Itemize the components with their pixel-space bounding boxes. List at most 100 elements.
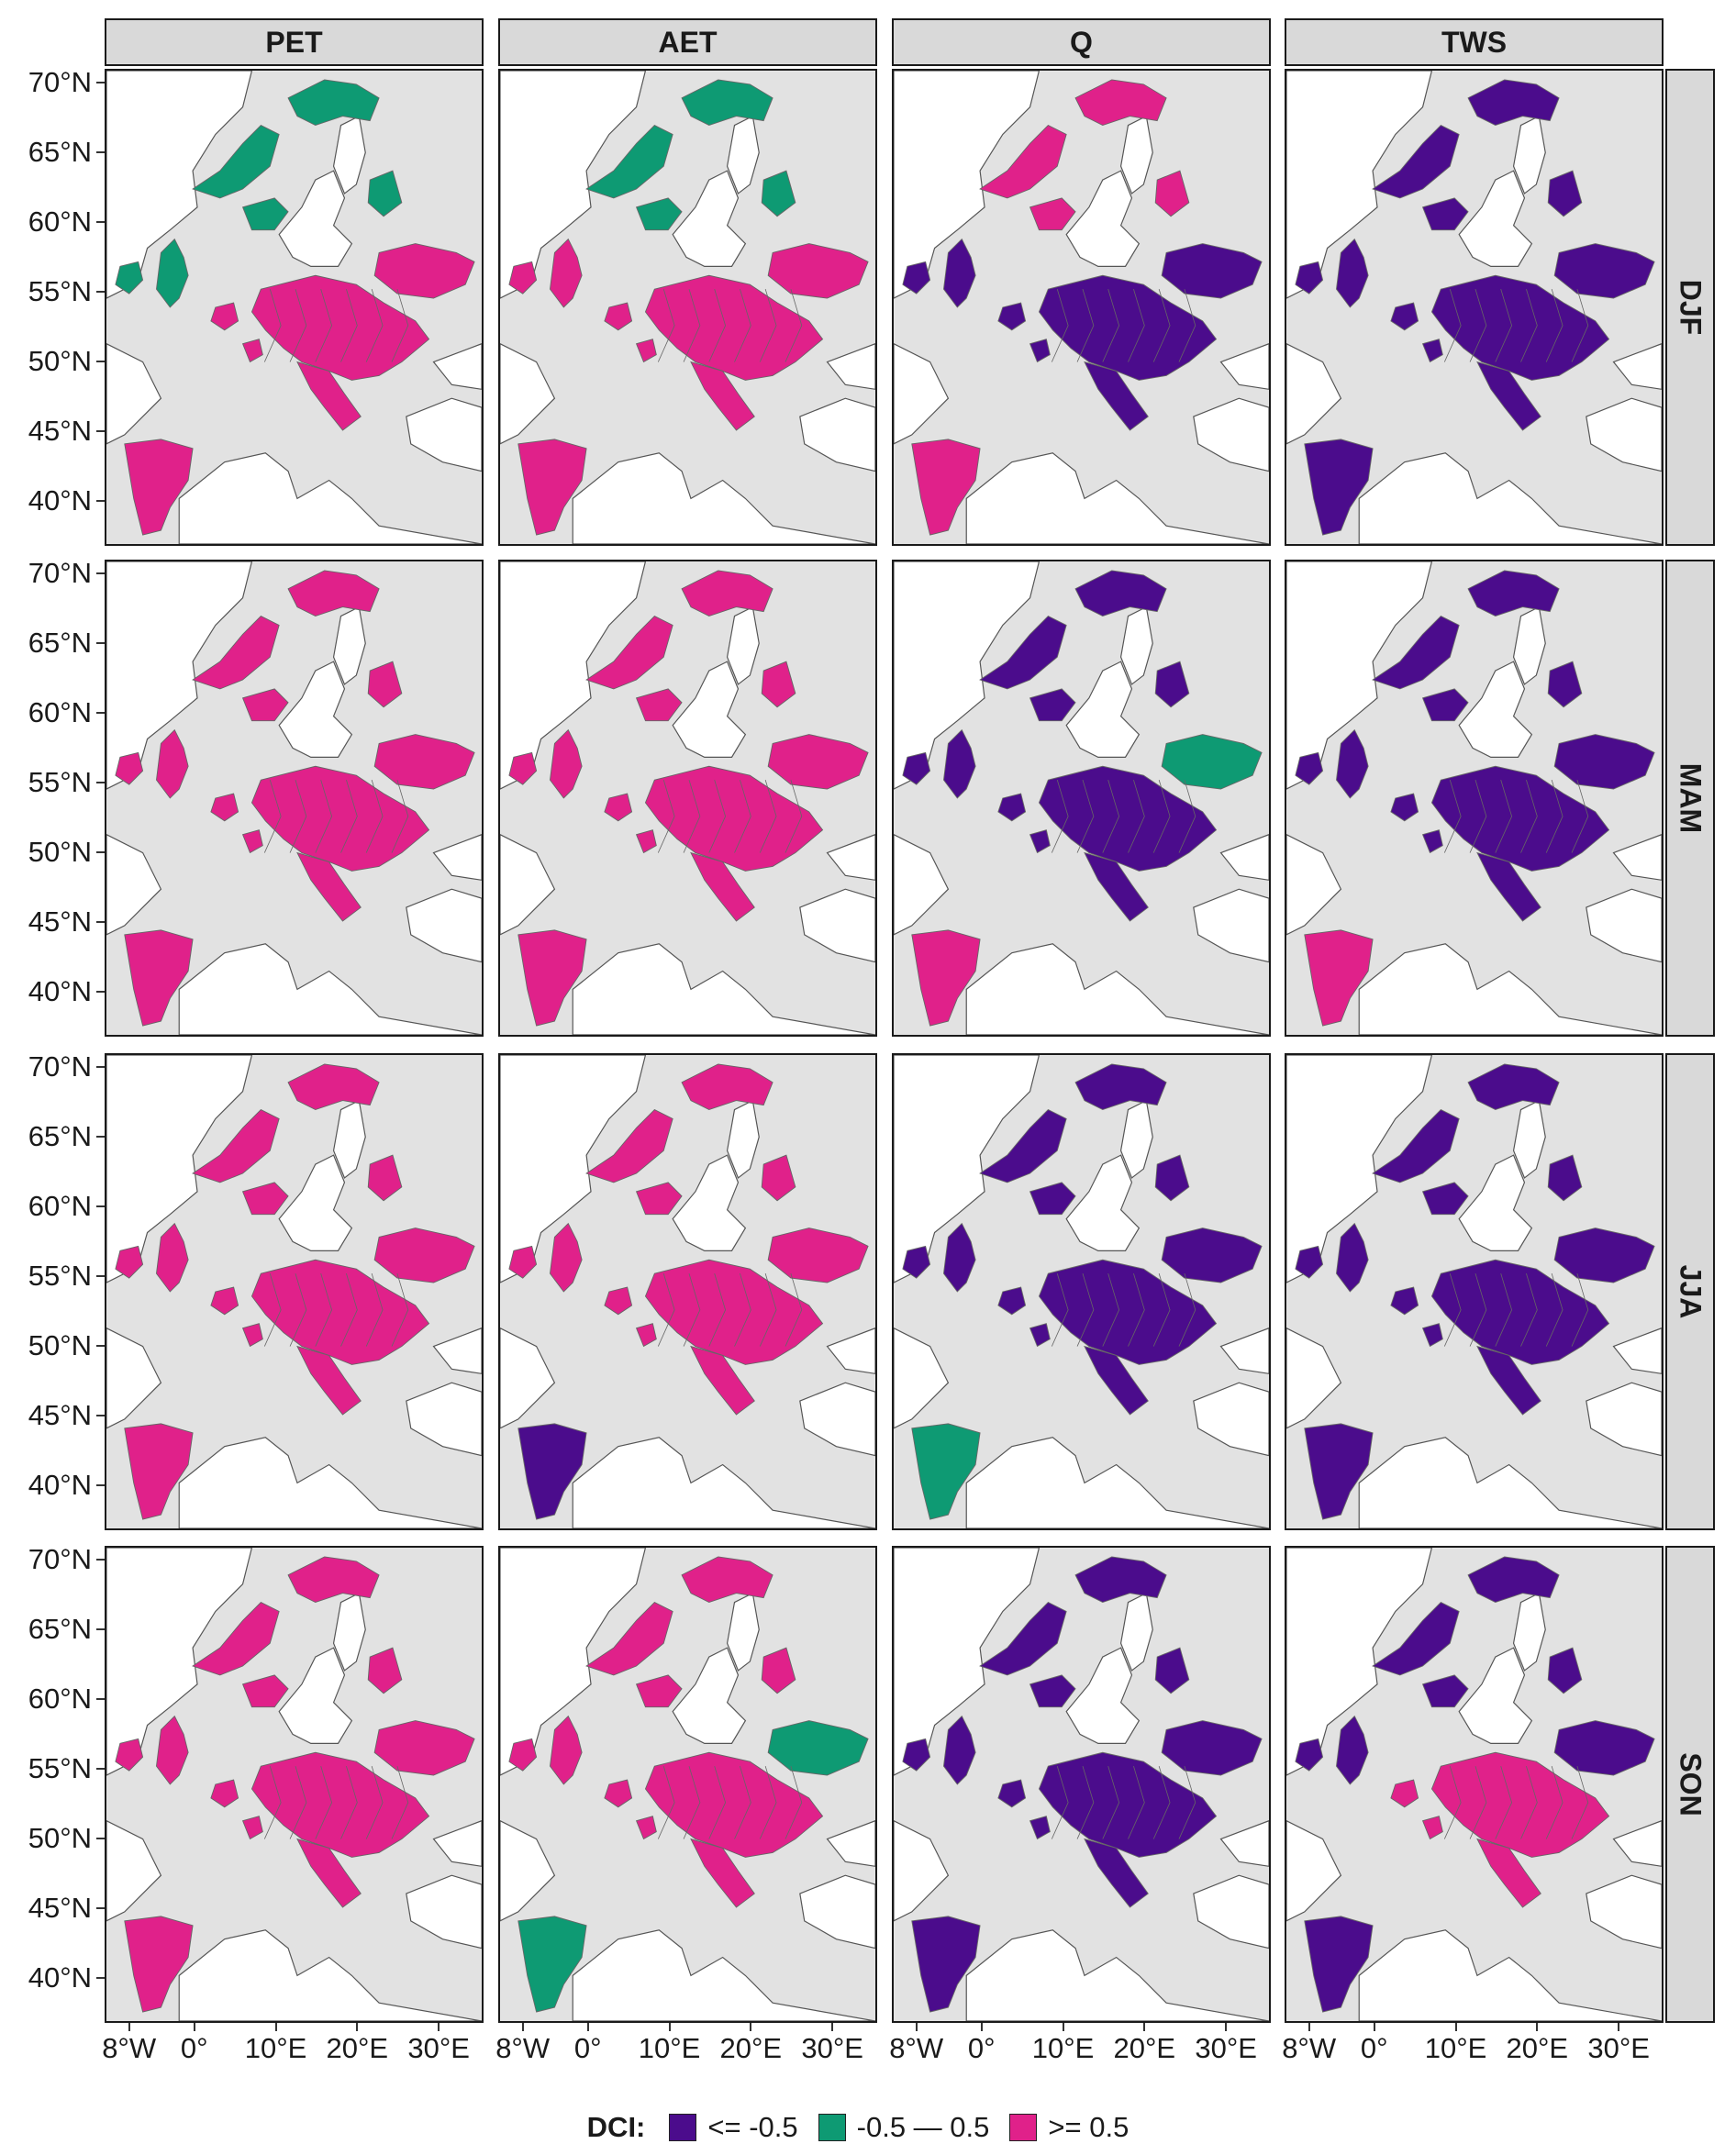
- sea-area: [106, 343, 162, 445]
- catchment-uk: [550, 238, 583, 308]
- catchment-uk: [1295, 751, 1324, 785]
- catchment-boundary: [315, 289, 333, 362]
- catchment-uk: [943, 238, 976, 308]
- x-tick-label: 20°E: [326, 2032, 389, 2064]
- catchment-uk: [1295, 261, 1324, 294]
- x-tick: [1454, 2023, 1457, 2031]
- map-panel-aet-djf: [498, 69, 877, 546]
- catchment-boundary: [657, 1766, 675, 1839]
- catchment-boundary: [657, 289, 675, 362]
- y-tick: [96, 1275, 105, 1278]
- catchment-central: [250, 1751, 430, 1858]
- legend-title: DCI:: [586, 2111, 646, 2143]
- catchment-boundary: [657, 780, 675, 853]
- catchment-scand: [1074, 570, 1167, 617]
- catchment-east: [1161, 243, 1263, 299]
- x-tick: [274, 2023, 277, 2031]
- sea-area: [1286, 1327, 1342, 1429]
- catchment-iberia: [1304, 1916, 1374, 2013]
- catchment-central: [1038, 1259, 1218, 1365]
- y-tick-label: 70°N: [28, 557, 92, 590]
- catchment-east: [1553, 243, 1655, 299]
- catchment-scand: [287, 79, 380, 127]
- catchment-scand: [1421, 1182, 1469, 1216]
- catchment-central: [1430, 274, 1610, 381]
- catchment-scand: [1154, 170, 1190, 217]
- catchment-central: [1390, 1779, 1419, 1808]
- map-svg: [894, 1548, 1269, 2021]
- sea-area: [500, 561, 647, 790]
- catchment-boundary: [391, 289, 409, 362]
- sea-area: [1286, 1548, 1433, 1776]
- catchment-scand: [192, 615, 280, 690]
- catchment-central: [690, 1838, 755, 1908]
- catchment-central: [250, 1259, 430, 1365]
- catchment-scand: [192, 1108, 280, 1183]
- catchment-boundary: [1571, 1766, 1589, 1839]
- x-tick-label: 30°E: [1195, 2032, 1257, 2064]
- sea-area: [432, 1327, 482, 1374]
- catchment-boundary: [289, 1273, 307, 1347]
- catchment-boundary: [1076, 780, 1095, 853]
- x-tick-label: 8°W: [1282, 2032, 1337, 2064]
- catchment-uk: [902, 751, 931, 785]
- catchment-boundary: [1128, 1766, 1145, 1839]
- x-tick: [586, 2023, 589, 2031]
- catchment-boundary: [365, 1766, 384, 1839]
- catchment-boundary: [1520, 1273, 1538, 1347]
- sea-area: [572, 943, 875, 1035]
- sea-area: [500, 71, 647, 299]
- legend-label-low: <= -0.5: [707, 2111, 798, 2143]
- catchment-uk: [156, 1715, 189, 1785]
- catchment-scand: [1421, 1674, 1469, 1708]
- catchment-boundary: [315, 1273, 333, 1347]
- sea-area: [1458, 170, 1533, 267]
- catchment-central: [210, 793, 239, 822]
- catchment-central: [1430, 1259, 1610, 1365]
- catchment-central: [1476, 1838, 1541, 1908]
- catchment-scand: [681, 1556, 773, 1604]
- sea-area: [406, 1382, 482, 1457]
- catchment-central: [1038, 1751, 1218, 1858]
- catchment-boundary: [289, 289, 307, 362]
- catchment-iberia: [1304, 1423, 1374, 1520]
- sea-area: [894, 71, 1040, 299]
- catchment-boundary: [391, 1766, 409, 1839]
- x-tick-label: 10°E: [1424, 2032, 1487, 2064]
- map-panel-aet-mam: [498, 560, 877, 1037]
- x-tick: [1373, 2023, 1375, 2031]
- catchment-boundary: [365, 289, 384, 362]
- catchment-boundary: [1469, 780, 1487, 853]
- catchment-scand: [1029, 197, 1076, 231]
- catchment-central: [997, 793, 1027, 822]
- sea-area: [799, 1382, 875, 1457]
- catchment-boundary: [1152, 1766, 1171, 1839]
- y-tick: [96, 1977, 105, 1980]
- x-tick: [668, 2023, 671, 2031]
- catchment-scand: [761, 1154, 796, 1202]
- catchment-scand: [761, 661, 796, 708]
- catchment-iberia: [1304, 439, 1374, 536]
- y-tick-label: 55°N: [28, 275, 92, 308]
- x-tick: [1062, 2023, 1064, 2031]
- catchment-boundary: [1051, 780, 1069, 853]
- catchment-scand: [585, 1601, 673, 1676]
- sea-area: [1612, 834, 1662, 881]
- catchment-boundary: [1571, 780, 1589, 853]
- catchment-iberia: [124, 1916, 194, 2013]
- sea-area: [672, 1154, 747, 1251]
- catchment-east: [767, 1720, 869, 1776]
- sea-area: [406, 1874, 482, 1949]
- catchment-uk: [1336, 1715, 1369, 1785]
- y-tick: [96, 1698, 105, 1701]
- x-tick-label: 0°: [967, 2032, 996, 2064]
- catchment-east: [373, 734, 475, 790]
- catchment-central: [1390, 302, 1419, 331]
- catchment-boundary: [340, 289, 358, 362]
- y-tick-label: 40°N: [28, 1961, 92, 1994]
- catchment-uk: [1295, 1245, 1324, 1279]
- map-svg: [500, 561, 875, 1035]
- x-tick-label: 10°E: [244, 2032, 307, 2064]
- catchment-east: [1553, 734, 1655, 790]
- x-tick-label: 0°: [573, 2032, 602, 2064]
